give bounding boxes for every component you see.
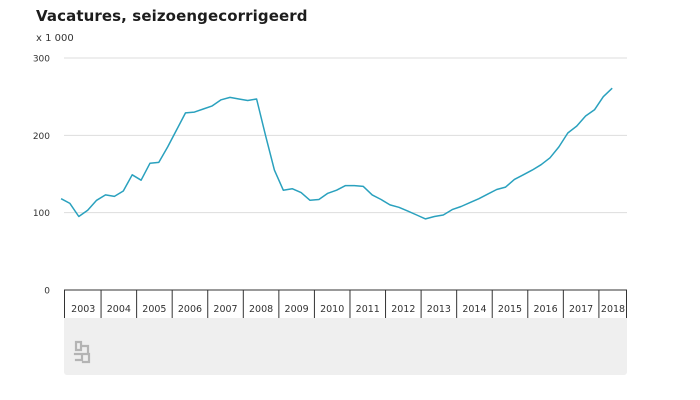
y-tick-label: 100	[33, 209, 50, 219]
x-tick-label: 2009	[285, 304, 309, 315]
y-tick-label: 300	[33, 55, 50, 65]
grid-lines	[64, 57, 627, 214]
y-tick-label: 0	[44, 287, 50, 297]
x-tick-label: 2013	[427, 304, 451, 315]
series-line	[60, 87, 613, 220]
x-tick-label: 2011	[356, 304, 380, 315]
x-tick-label: 2015	[498, 304, 522, 315]
vacatures-line	[60, 87, 613, 220]
x-tick-label: 2003	[71, 304, 95, 315]
x-tick-label: 2012	[391, 304, 415, 315]
x-tick-label: 2006	[178, 304, 202, 315]
y-tick-labels: 0 100 200 300	[33, 55, 50, 297]
cbs-logo-icon	[73, 340, 91, 364]
x-tick-label: 2017	[569, 304, 593, 315]
x-tick-label: 2005	[142, 304, 166, 315]
y-axis-unit-label: x 1 000	[36, 33, 74, 44]
x-tick-label: 2018	[601, 304, 625, 315]
x-tick-label: 2010	[320, 304, 344, 315]
x-tick-label: 2008	[249, 304, 273, 315]
x-tick-label: 2016	[533, 304, 557, 315]
x-axis: 2003 2004 2005 2006 2007 2008 2009 2010 2011 2012…	[64, 289, 627, 318]
chart-footer-panel	[64, 318, 627, 375]
x-tick-label: 2014	[462, 304, 486, 315]
x-tick-label: 2007	[213, 304, 237, 315]
y-tick-label: 200	[33, 132, 50, 142]
chart-title: Vacatures, seizoengecorrigeerd	[36, 7, 308, 25]
x-tick-label: 2004	[107, 304, 131, 315]
